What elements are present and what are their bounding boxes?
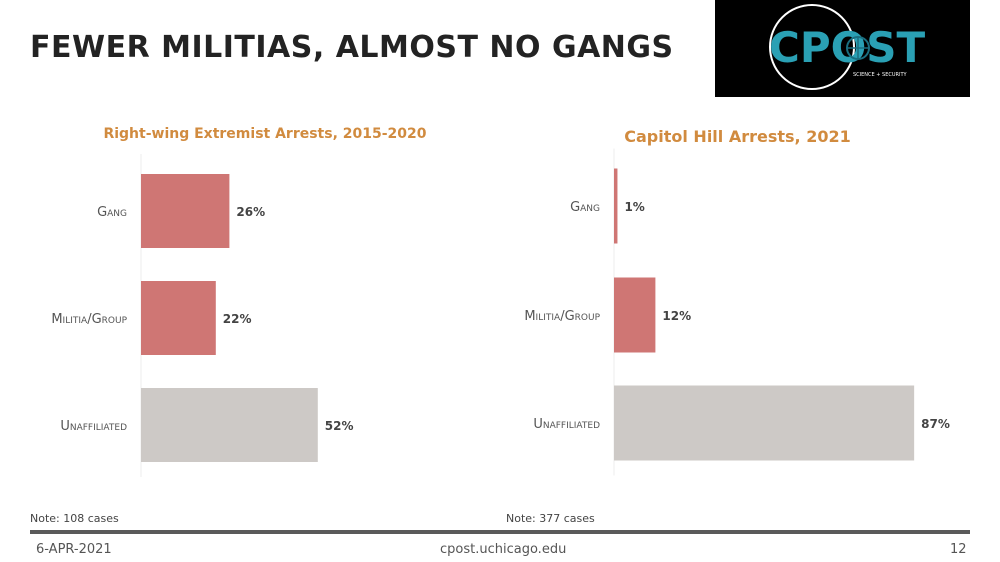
- bar-right-militia-group: [614, 277, 656, 353]
- note-left: Note: 108 cases: [30, 512, 119, 525]
- chart-title-left: Right-wing Extremist Arrests, 2015-2020: [103, 126, 427, 142]
- slide-title: FEWER MILITIAS, ALMOST NO GANGS: [30, 30, 674, 65]
- value-label-left-gang: 26%: [236, 205, 265, 219]
- bar-left-militia-group: [141, 281, 216, 355]
- chart-title-right: Capitol Hill Arrests, 2021: [624, 127, 851, 146]
- bar-left-gang: [141, 174, 230, 248]
- category-label-right-gang: Gang: [570, 200, 600, 215]
- footer-page-number: 12: [950, 542, 967, 557]
- footer-rule: [30, 530, 970, 534]
- value-label-left-unaffiliated: 52%: [325, 419, 354, 433]
- cpost-logo: CPOST SCIENCE + SECURITY: [715, 0, 970, 97]
- footer-date: 6-APR-2021: [36, 542, 112, 557]
- value-label-right-gang: 1%: [624, 200, 644, 214]
- logo-tagline: SCIENCE + SECURITY: [853, 72, 908, 78]
- note-right: Note: 377 cases: [506, 512, 595, 525]
- value-label-right-unaffiliated: 87%: [921, 417, 950, 431]
- value-label-right-militia-group: 12%: [662, 309, 691, 323]
- category-label-left-militia-group: Militia/Group: [51, 312, 127, 327]
- bar-right-unaffiliated: [614, 385, 915, 461]
- value-label-left-militia-group: 22%: [223, 312, 252, 326]
- bar-right-gang: [614, 168, 618, 244]
- category-label-right-unaffiliated: Unaffiliated: [533, 417, 600, 432]
- footer-url[interactable]: cpost.uchicago.edu: [440, 542, 567, 557]
- category-label-left-unaffiliated: Unaffiliated: [60, 419, 127, 434]
- bar-left-unaffiliated: [141, 388, 318, 462]
- category-label-left-gang: Gang: [97, 205, 127, 220]
- category-label-right-militia-group: Militia/Group: [524, 309, 600, 324]
- cpost-logo-graphic: CPOST SCIENCE + SECURITY: [769, 4, 926, 90]
